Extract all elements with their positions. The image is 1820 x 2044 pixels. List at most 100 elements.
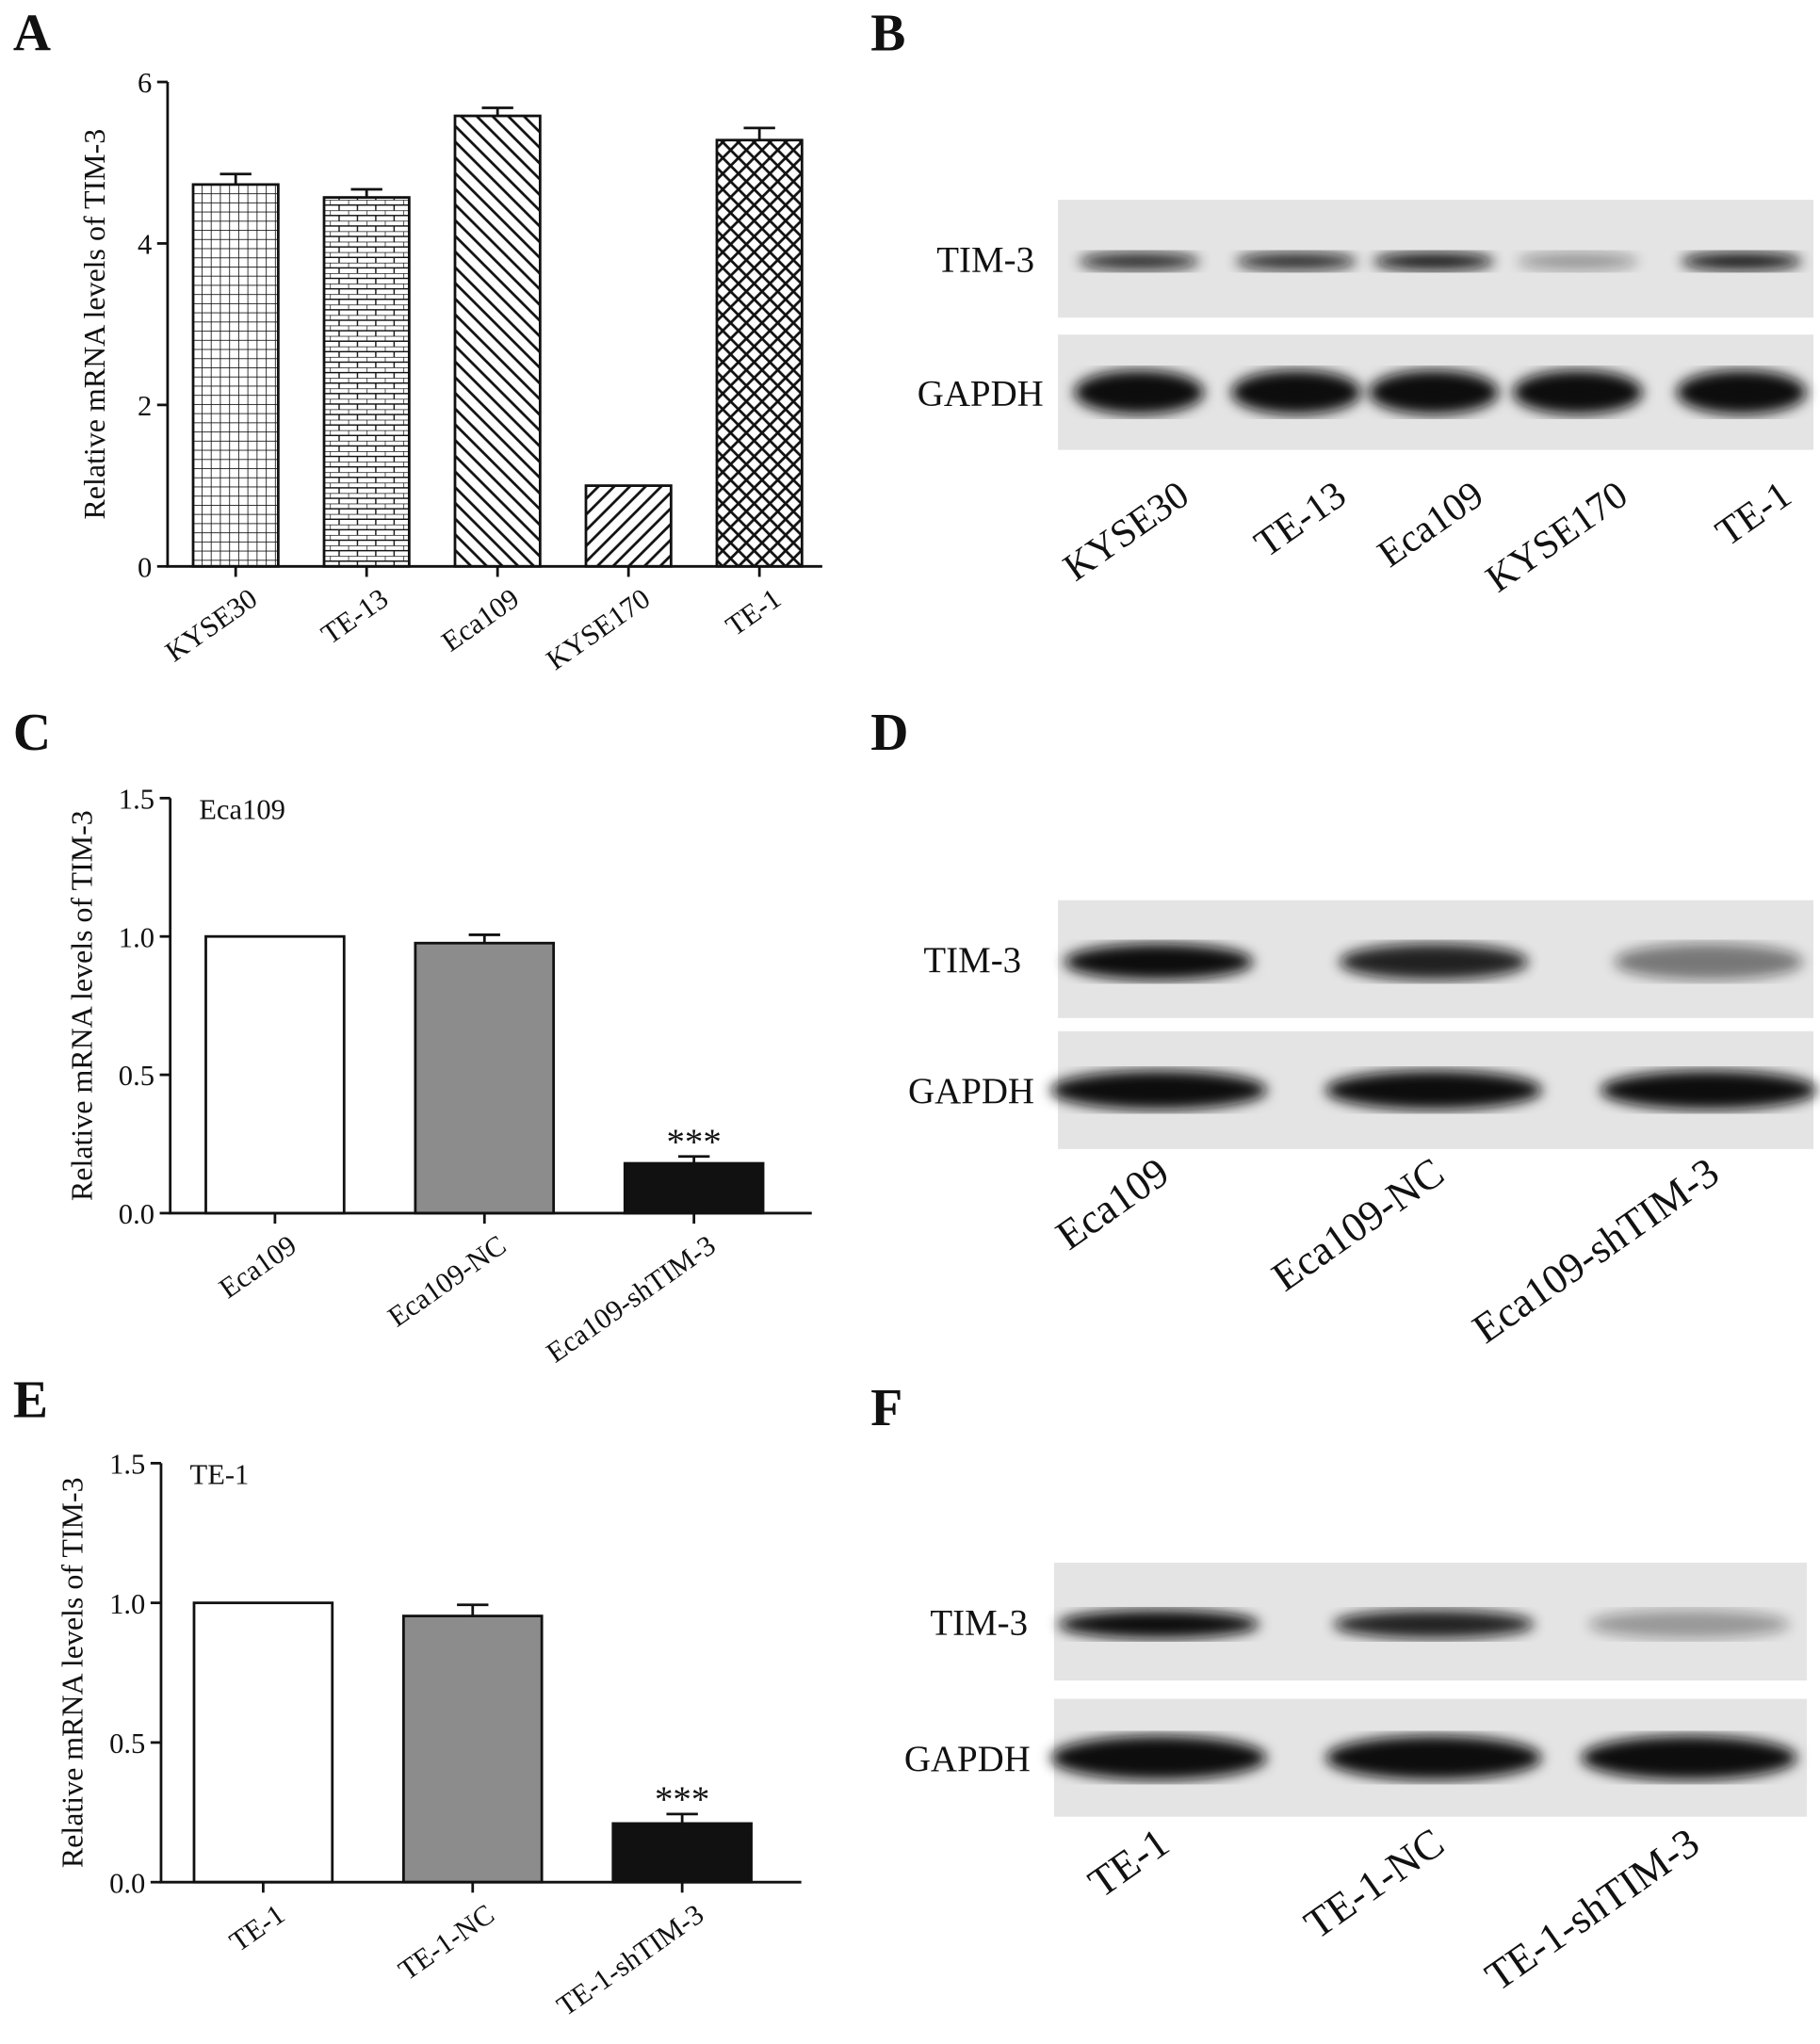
x-tick-label: TE-1-shTIM-3 — [551, 1898, 709, 2022]
x-tick-label: TE-1 — [223, 1898, 290, 1958]
panel-label: E — [13, 1371, 48, 1430]
panel-label: D — [870, 704, 908, 762]
error-bar — [219, 172, 252, 185]
error-bar — [350, 187, 382, 198]
y-tick-label: 0.5 — [119, 1060, 154, 1092]
x-tick-label: Eca109-NC — [382, 1229, 512, 1334]
panel-label: C — [13, 704, 51, 762]
band — [1058, 1610, 1259, 1639]
bar — [192, 1601, 334, 1884]
x-tick-label: TE-1-NC — [393, 1898, 500, 1987]
y-tick-label: 6 — [138, 67, 152, 99]
band — [1676, 369, 1807, 415]
band — [1333, 1610, 1535, 1639]
panel-label: B — [870, 5, 905, 63]
band — [1231, 369, 1361, 415]
bar-chart: E Relative mRNA levels of TIM-3 TE-1 0.0 0.5… — [13, 1371, 802, 2022]
row-label: TIM-3 — [923, 940, 1021, 981]
band — [1079, 251, 1200, 271]
bar — [584, 484, 673, 568]
bar — [453, 114, 542, 568]
western-blot: F TIM-3 GAPDH TE-1 TE-1-NC TE-1-shTIM-3 — [870, 1379, 1808, 2000]
x-tick-label: KYSE170 — [541, 582, 656, 676]
lane-label: Eca109-NC — [1263, 1148, 1453, 1300]
bar — [414, 941, 556, 1215]
lane-label: Eca109-shTIM-3 — [1464, 1148, 1728, 1353]
bar — [623, 1161, 765, 1215]
band — [1235, 251, 1357, 271]
x-tick-label: KYSE30 — [159, 582, 263, 668]
inset-label: Eca109 — [199, 794, 285, 826]
y-tick-label: 0.5 — [109, 1728, 145, 1760]
y-axis-title: Relative mRNA levels of TIM-3 — [57, 1477, 89, 1868]
band — [1325, 1735, 1542, 1780]
y-tick-label: 1.5 — [109, 1449, 145, 1481]
axes — [166, 82, 822, 568]
y-tick-label: 1.0 — [109, 1588, 145, 1620]
band — [1325, 1070, 1542, 1111]
error-bar — [666, 1812, 698, 1824]
band — [1050, 1070, 1268, 1111]
western-blot: D TIM-3 GAPDH Eca109 Eca109-NC Eca109-shTIM-3 — [870, 704, 1817, 1353]
inset-label: TE-1 — [190, 1459, 250, 1491]
row-label: GAPDH — [908, 1071, 1034, 1111]
y-tick-label: 1.0 — [119, 921, 154, 953]
x-tick-label: Eca109-shTIM-3 — [541, 1229, 722, 1370]
y-tick-label: 0.0 — [119, 1198, 154, 1230]
lane-label: TE-1 — [1708, 473, 1799, 555]
bar — [322, 196, 411, 568]
y-tick-label: 0.0 — [109, 1867, 145, 1899]
significance: *** — [666, 1122, 721, 1162]
significance: *** — [655, 1779, 709, 1820]
band — [1050, 1735, 1267, 1780]
panel-label: A — [13, 5, 51, 63]
lane-label: TE-1 — [1080, 1819, 1178, 1906]
bar — [191, 183, 280, 568]
y-tick-label: 2 — [138, 390, 152, 422]
y-tick-label: 4 — [138, 229, 152, 261]
band — [1339, 943, 1529, 981]
y-axis-title: Relative mRNA levels of TIM-3 — [65, 810, 98, 1201]
band — [1074, 369, 1205, 415]
band — [1373, 251, 1495, 271]
y-tick-label: 0 — [138, 551, 152, 583]
x-tick-label: Eca109 — [436, 582, 526, 657]
x-tick-label: Eca109 — [213, 1229, 302, 1305]
band — [1614, 943, 1804, 981]
lane-label: TE-1-NC — [1295, 1819, 1452, 1948]
error-bar — [677, 1155, 710, 1164]
band — [1600, 1070, 1817, 1111]
y-axis-title: Relative mRNA levels of TIM-3 — [78, 129, 111, 520]
bar — [204, 934, 346, 1215]
x-tick-label: TE-13 — [316, 582, 394, 651]
axes — [159, 1463, 802, 1884]
band — [1369, 369, 1499, 415]
row-label: GAPDH — [918, 373, 1044, 414]
bar — [715, 138, 804, 568]
lane-label: Eca109 — [1371, 473, 1492, 576]
error-bar — [481, 106, 513, 117]
y-tick-label: 1.5 — [119, 783, 154, 815]
x-tick-label: TE-1 — [720, 582, 787, 642]
lane-label: KYSE30 — [1056, 473, 1197, 590]
error-bar — [457, 1603, 489, 1616]
band — [1588, 1610, 1790, 1639]
lane-label: TE-13 — [1247, 473, 1355, 566]
lane-label: KYSE170 — [1478, 473, 1635, 601]
bar-chart: A Relative mRNA levels of TIM-3 0 2 4 6 KYSE30… — [13, 5, 822, 676]
error-bar — [468, 933, 500, 944]
error-bar — [743, 126, 775, 140]
lane-label: Eca109 — [1048, 1148, 1178, 1258]
axes — [169, 798, 812, 1215]
row-label: TIM-3 — [930, 1602, 1028, 1643]
panel-label: F — [870, 1379, 902, 1437]
row-label: TIM-3 — [936, 240, 1034, 281]
band — [1064, 943, 1254, 981]
bar — [401, 1614, 544, 1884]
band — [1512, 369, 1643, 415]
band — [1681, 251, 1802, 271]
band — [1581, 1735, 1797, 1780]
bar — [611, 1822, 753, 1884]
